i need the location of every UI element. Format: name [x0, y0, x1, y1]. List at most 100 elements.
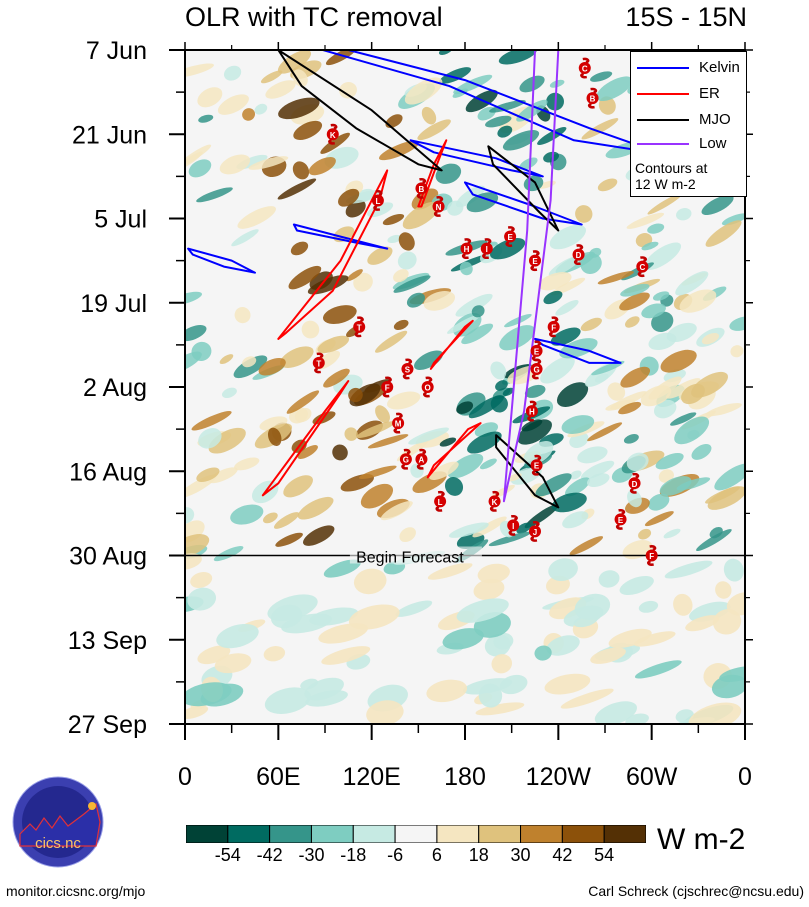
- olr-anomaly-cell: [543, 151, 559, 163]
- olr-anomaly-cell: [623, 434, 639, 444]
- x-tick-label: 60W: [626, 763, 678, 791]
- olr-anomaly-cell: [618, 401, 642, 415]
- olr-anomaly-cell: [647, 223, 665, 234]
- olr-anomaly-cell: [237, 206, 276, 229]
- legend-label-er: ER: [699, 85, 720, 102]
- olr-anomaly-cell: [323, 368, 350, 388]
- tc-label: E: [534, 347, 540, 356]
- olr-anomaly-cell: [622, 540, 653, 560]
- olr-anomaly-cell: [198, 428, 222, 449]
- olr-anomaly-cell: [691, 444, 712, 460]
- olr-anomaly-cell: [590, 71, 613, 82]
- olr-anomaly-cell: [358, 465, 397, 479]
- legend-swatch-low: [637, 143, 689, 145]
- tc-marker: F: [645, 545, 658, 566]
- olr-anomaly-cell: [544, 673, 591, 695]
- tc-label: L: [375, 197, 380, 206]
- olr-anomaly-cell: [688, 702, 742, 724]
- tc-dot: [399, 453, 412, 466]
- olr-anomaly-cell: [452, 88, 468, 98]
- tc-dot: [525, 405, 538, 418]
- olr-anomaly-cell: [262, 512, 278, 524]
- latitude-band-label: 15S - 15N: [625, 2, 747, 32]
- olr-anomaly-cell: [586, 473, 610, 488]
- olr-anomaly-cell: [423, 291, 456, 311]
- tc-arm: [549, 316, 559, 338]
- colorbar-tick-label: 54: [594, 845, 615, 865]
- olr-anomaly-cell: [456, 598, 509, 623]
- tc-label: N: [436, 203, 442, 212]
- olr-anomaly-cell: [715, 581, 732, 599]
- colorbar-tick-label: 30: [510, 845, 531, 865]
- contour-mjo: [487, 145, 560, 232]
- website-link[interactable]: monitor.cicsnc.org/mjo: [6, 883, 146, 899]
- olr-anomaly-cell: [673, 593, 693, 616]
- olr-anomaly-cell: [217, 94, 249, 115]
- colorbar-swatch: [478, 825, 522, 843]
- olr-anomaly-cell: [293, 120, 323, 140]
- olr-anomaly-cell: [435, 163, 462, 184]
- olr-anomaly-cell: [455, 185, 486, 208]
- olr-anomaly-cell: [517, 419, 552, 445]
- olr-anomaly-cell: [477, 563, 510, 584]
- olr-anomaly-cell: [191, 341, 212, 362]
- contour-kelvin: [292, 223, 389, 250]
- tc-arm: [402, 358, 413, 380]
- olr-anomaly-cell: [242, 108, 256, 121]
- olr-anomaly-cell: [574, 593, 611, 621]
- olr-anomaly-cell: [398, 232, 415, 251]
- tc-dot: [586, 92, 599, 105]
- olr-anomaly-cell: [302, 525, 335, 546]
- olr-anomaly-cell: [548, 255, 581, 277]
- olr-anomaly-cell: [417, 119, 451, 141]
- colorbar-tick-label: -18: [340, 845, 367, 865]
- tc-label: J: [533, 528, 537, 537]
- olr-anomaly-cell: [619, 575, 654, 596]
- olr-anomaly-cell: [265, 80, 296, 99]
- olr-anomaly-cell: [339, 82, 357, 99]
- tc-arm: [416, 178, 427, 199]
- tc-dot: [530, 459, 543, 472]
- olr-anomaly-cell: [577, 446, 608, 464]
- olr-anomaly-cell: [491, 654, 513, 674]
- tc-dot: [529, 254, 541, 267]
- tc-dot: [530, 362, 543, 375]
- tc-arm: [505, 226, 515, 247]
- colorbar-swatch: [310, 825, 354, 843]
- olr-anomaly-cell: [283, 475, 313, 498]
- olr-anomaly-cell: [597, 271, 634, 285]
- olr-anomaly-cell: [309, 607, 359, 626]
- olr-anomaly-cell: [504, 313, 532, 328]
- olr-anomaly-cell: [488, 531, 531, 547]
- tc-arm: [530, 521, 540, 542]
- olr-anomaly-cell: [214, 653, 252, 674]
- tc-arm: [373, 190, 383, 211]
- olr-anomaly-cell: [294, 407, 312, 423]
- tc-dot: [312, 356, 325, 369]
- olr-anomaly-cell: [495, 380, 508, 391]
- contour-er: [426, 422, 482, 479]
- olr-anomaly-cell: [647, 192, 684, 215]
- olr-anomaly-cell: [696, 529, 732, 552]
- contour-low: [502, 50, 560, 503]
- tc-label: O: [425, 384, 431, 393]
- olr-anomaly-cell: [323, 559, 361, 578]
- olr-anomaly-cell: [321, 646, 371, 665]
- tc-dot: [636, 260, 649, 273]
- tc-dot: [507, 519, 520, 532]
- olr-anomaly-cell: [277, 50, 312, 74]
- tc-label: T: [316, 359, 321, 368]
- tc-dot: [326, 128, 339, 141]
- tc-marker: C: [578, 57, 591, 79]
- tc-marker: F: [381, 376, 394, 398]
- olr-anomaly-cell: [524, 384, 546, 398]
- olr-anomaly-cell: [490, 395, 508, 413]
- tc-marker: L: [371, 190, 384, 211]
- tc-arm: [530, 250, 540, 272]
- olr-anomaly-cell: [447, 453, 484, 479]
- olr-anomaly-cell: [208, 467, 238, 484]
- x-tick-label: 120E: [342, 763, 400, 791]
- tc-dot: [645, 549, 658, 562]
- author-credit: Carl Schreck (cjschrec@ncsu.edu): [588, 883, 804, 899]
- tc-arm: [433, 196, 444, 217]
